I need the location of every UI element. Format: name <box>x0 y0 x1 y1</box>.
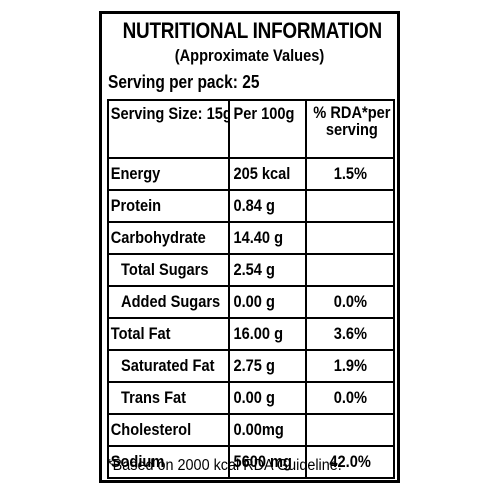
table-row: Carbohydrate 14.40 g <box>107 221 395 255</box>
per-100g-cell: 5600 mg <box>228 445 307 479</box>
per-100g-cell: 0.84 g <box>228 189 307 223</box>
table-row: Energy 205 kcal 1.5% <box>107 157 395 191</box>
table-row: Protein 0.84 g <box>107 189 395 223</box>
per-100g-cell: 0.00 g <box>228 381 307 415</box>
rda-value: 42.0% <box>329 452 371 471</box>
per-100g-value: 0.84 g <box>233 196 275 215</box>
per-100g-value: 5600 mg <box>233 452 292 471</box>
nutrient-name-cell: Sodium <box>107 445 230 479</box>
rda-value: 1.5% <box>333 164 367 183</box>
rda-value: 3.6% <box>333 324 367 343</box>
nutrient-name-cell: Total Fat <box>107 317 230 351</box>
rda-footnote: *Based on 2000 kcal RDA Guideline. <box>107 457 342 474</box>
rda-cell: 1.9% <box>305 349 395 383</box>
per-100g-cell: 14.40 g <box>228 221 307 255</box>
table-row: Trans Fat 0.00 g 0.0% <box>107 381 395 415</box>
nutrient-name-cell: Saturated Fat <box>107 349 230 383</box>
rda-header: % RDA*per serving <box>305 99 395 159</box>
nutrient-name-cell: Added Sugars <box>107 285 230 319</box>
rda-header-line1: % RDA*per <box>313 103 391 122</box>
table-row: Total Sugars 2.54 g <box>107 253 395 287</box>
nutrient-name: Added Sugars <box>121 292 221 311</box>
nutrient-name: Sodium <box>110 452 165 471</box>
nutrient-name: Carbohydrate <box>110 228 206 247</box>
rda-value: 0.0% <box>333 388 367 407</box>
nutrient-name: Trans Fat <box>121 388 187 407</box>
nutrient-name-cell: Trans Fat <box>107 381 230 415</box>
per-100g-value: 0.00mg <box>233 420 284 439</box>
rda-cell: 1.5% <box>305 157 395 191</box>
per-100g-header: Per 100g <box>228 99 307 159</box>
rda-cell: 0.0% <box>305 381 395 415</box>
rda-cell <box>305 413 395 447</box>
rda-header-line2: serving <box>325 120 378 139</box>
rda-cell: 0.0% <box>305 285 395 319</box>
per-100g-value: 0.00 g <box>233 292 275 311</box>
rda-value: 0.0% <box>333 292 367 311</box>
serving-size-header: Serving Size: 15g <box>107 99 230 159</box>
per-100g-cell: 0.00mg <box>228 413 307 447</box>
nutrient-name: Total Sugars <box>121 260 209 279</box>
nutrition-label-panel: NUTRITIONAL INFORMATION (Approximate Val… <box>99 11 400 483</box>
table-row: Added Sugars 0.00 g 0.0% <box>107 285 395 319</box>
nutrient-name-cell: Energy <box>107 157 230 191</box>
per-100g-value: 0.00 g <box>233 388 275 407</box>
rda-cell <box>305 221 395 255</box>
per-100g-value: 16.00 g <box>233 324 284 343</box>
nutrient-name: Cholesterol <box>110 420 192 439</box>
nutrient-name-cell: Total Sugars <box>107 253 230 287</box>
nutrient-name: Protein <box>110 196 162 215</box>
rda-value: 1.9% <box>333 356 367 375</box>
per-100g-cell: 16.00 g <box>228 317 307 351</box>
serving-size-label: Serving Size: 15g <box>110 104 229 123</box>
nutrient-name-cell: Protein <box>107 189 230 223</box>
per-100g-label: Per 100g <box>233 104 295 123</box>
nutrition-table: Serving Size: 15g Per 100g % RDA*per ser… <box>107 99 395 479</box>
table-header-row: Serving Size: 15g Per 100g % RDA*per ser… <box>107 99 395 159</box>
per-100g-value: 14.40 g <box>233 228 284 247</box>
per-100g-cell: 2.54 g <box>228 253 307 287</box>
table-row: Sodium 5600 mg 42.0% <box>107 445 395 479</box>
per-100g-value: 2.75 g <box>233 356 275 375</box>
nutrient-name: Energy <box>110 164 161 183</box>
label-subtitle: (Approximate Values) <box>174 46 325 65</box>
per-100g-value: 2.54 g <box>233 260 275 279</box>
per-100g-value: 205 kcal <box>233 164 291 183</box>
nutrient-name: Saturated Fat <box>121 356 215 375</box>
table-row: Saturated Fat 2.75 g 1.9% <box>107 349 395 383</box>
rda-cell <box>305 189 395 223</box>
per-100g-cell: 0.00 g <box>228 285 307 319</box>
nutrient-name-cell: Carbohydrate <box>107 221 230 255</box>
rda-cell: 42.0% <box>305 445 395 479</box>
table-row: Cholesterol 0.00mg <box>107 413 395 447</box>
nutrient-name: Total Fat <box>110 324 171 343</box>
rda-cell: 3.6% <box>305 317 395 351</box>
per-100g-cell: 2.75 g <box>228 349 307 383</box>
nutrient-name-cell: Cholesterol <box>107 413 230 447</box>
rda-cell <box>305 253 395 287</box>
per-100g-cell: 205 kcal <box>228 157 307 191</box>
rda-header-text: % RDA*per serving <box>313 102 391 139</box>
servings-per-pack: Serving per pack: 25 <box>108 72 260 92</box>
label-title: NUTRITIONAL INFORMATION <box>122 18 383 43</box>
table-row: Total Fat 16.00 g 3.6% <box>107 317 395 351</box>
